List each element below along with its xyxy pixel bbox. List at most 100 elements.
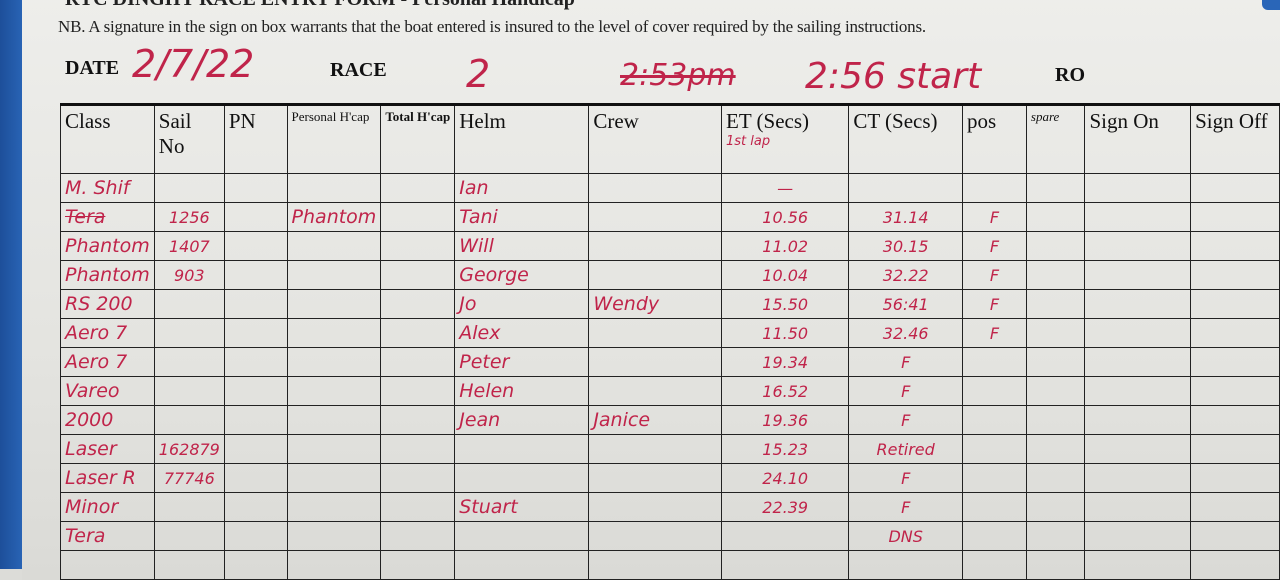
cell-et: 24.10 (721, 463, 850, 493)
cell-pn (223, 231, 288, 261)
cell-signon (1084, 289, 1192, 319)
cell-helm: Ian (454, 173, 590, 203)
cell-crew (588, 231, 723, 261)
cell-sail (153, 550, 225, 580)
cell-ct (848, 550, 964, 580)
table-row: Vareo Helen 16.52 F (60, 376, 1280, 406)
cell-spare (1025, 550, 1086, 580)
cell-total (380, 318, 456, 348)
header-spare: spare (1025, 103, 1086, 174)
form-title: RYC DINGHY RACE ENTRY FORM - Personal Ha… (65, 0, 575, 11)
cell-pn (223, 347, 288, 377)
table-row: Laser 162879 15.23 Retired (60, 434, 1280, 464)
cell-crew: Janice (588, 405, 723, 435)
race-value: 2 (466, 52, 491, 96)
cell-spare (1025, 260, 1086, 290)
cell-signon (1084, 405, 1192, 435)
cell-helm: Stuart (454, 492, 590, 522)
cell-total (380, 347, 456, 377)
header-sign-off: Sign Off (1190, 103, 1280, 174)
cell-signon (1084, 434, 1192, 464)
date-label: DATE (65, 57, 120, 79)
cell-signon (1084, 521, 1192, 551)
cell-pos (962, 434, 1027, 464)
cell-sail: 1407 (153, 231, 225, 261)
cell-signon (1084, 202, 1192, 232)
cell-class: Laser (60, 434, 155, 464)
ro-label: RO (1055, 64, 1085, 86)
cell-pn (223, 173, 288, 203)
cell-ct: Retired (848, 434, 964, 464)
cell-crew (588, 376, 723, 406)
cell-pn (223, 463, 288, 493)
cell-signoff (1190, 173, 1280, 203)
cell-signoff (1190, 405, 1280, 435)
cell-et: 11.02 (721, 231, 850, 261)
header-personal-hcap: Personal H'cap (286, 103, 382, 174)
cell-total (380, 521, 456, 551)
start-time: 2:56 start (805, 56, 982, 97)
header-row: Class Sail No PN Personal H'cap Total H'… (60, 103, 1280, 174)
cell-signon (1084, 492, 1192, 522)
cell-et: 22.39 (721, 492, 850, 522)
cell-spare (1025, 434, 1086, 464)
cell-pos (962, 173, 1027, 203)
cell-total (380, 463, 456, 493)
cell-spare (1025, 173, 1086, 203)
cell-pn (223, 260, 288, 290)
cell-class: Laser R (60, 463, 155, 493)
cell-pos (962, 521, 1027, 551)
cell-helm: Helen (454, 376, 590, 406)
header-pn: PN (223, 103, 288, 174)
cell-ct: DNS (848, 521, 964, 551)
cell-total (380, 231, 456, 261)
cell-total (380, 173, 456, 203)
et-first-lap-note: 1st lap (726, 134, 771, 149)
header-crew: Crew (588, 103, 723, 174)
cell-ct: F (848, 376, 964, 406)
cell-et (721, 521, 850, 551)
cell-pos: F (962, 318, 1027, 348)
cell-signoff (1190, 289, 1280, 319)
cell-personal (286, 405, 382, 435)
cell-spare (1025, 318, 1086, 348)
cell-class: Vareo (60, 376, 155, 406)
cell-helm (454, 550, 590, 580)
cell-signon (1084, 173, 1192, 203)
cell-ct: 32.46 (848, 318, 964, 348)
cell-signoff (1190, 492, 1280, 522)
cell-personal (286, 550, 382, 580)
cell-personal (286, 260, 382, 290)
cell-pn (223, 521, 288, 551)
cell-helm: Peter (454, 347, 590, 377)
cell-ct: F (848, 405, 964, 435)
cell-personal (286, 173, 382, 203)
cell-spare (1025, 405, 1086, 435)
header-helm: Helm (454, 103, 590, 174)
cell-pn (223, 318, 288, 348)
cell-helm (454, 463, 590, 493)
cell-personal (286, 231, 382, 261)
cell-personal (286, 521, 382, 551)
cell-class: Phantom (60, 260, 155, 290)
cell-crew (588, 347, 723, 377)
cell-helm: George (454, 260, 590, 290)
cell-ct: F (848, 492, 964, 522)
cell-personal (286, 347, 382, 377)
cell-et (721, 550, 850, 580)
cell-ct: 32.22 (848, 260, 964, 290)
cell-ct: F (848, 463, 964, 493)
cell-signon (1084, 463, 1192, 493)
cell-helm: Will (454, 231, 590, 261)
cell-pn (223, 434, 288, 464)
cell-signon (1084, 376, 1192, 406)
cell-helm: Jean (454, 405, 590, 435)
cell-personal (286, 289, 382, 319)
cell-class: M. Shif (60, 173, 155, 203)
table-row: Aero 7 Alex 11.50 32.46 F (60, 318, 1280, 348)
cell-sail (153, 347, 225, 377)
cell-spare (1025, 463, 1086, 493)
cell-et: 19.36 (721, 405, 850, 435)
cell-pn (223, 405, 288, 435)
cell-ct (848, 173, 964, 203)
